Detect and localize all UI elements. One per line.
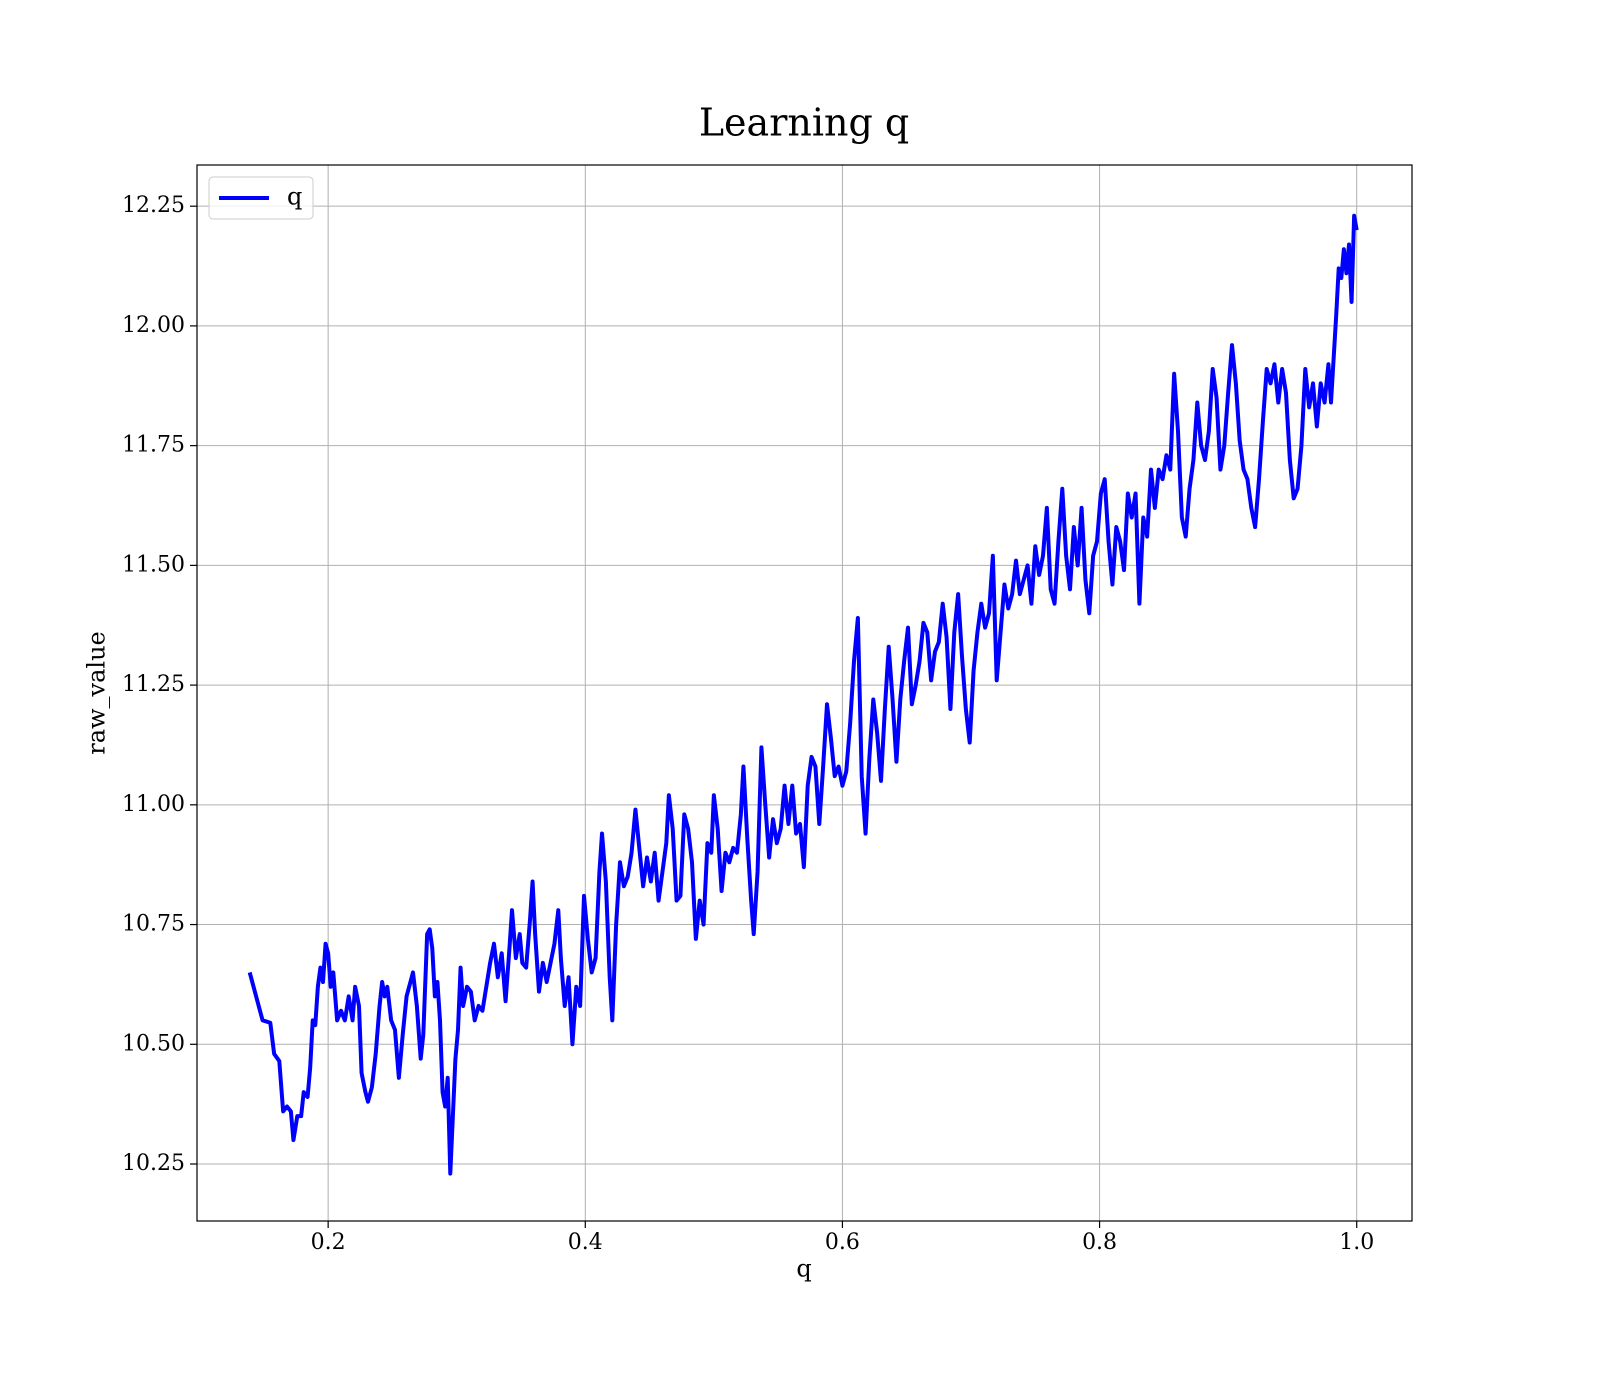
y-axis-label: raw_value (83, 631, 111, 755)
x-axis-label: q (796, 1255, 811, 1283)
y-tick-label: 11.75 (122, 433, 185, 458)
y-tick-label: 11.00 (122, 792, 185, 817)
y-tick-label: 10.75 (122, 912, 185, 937)
x-tick-label: 0.2 (311, 1230, 346, 1255)
legend-label: q (287, 183, 302, 211)
y-tick-label: 12.25 (122, 193, 185, 218)
y-tick-label: 12.00 (122, 313, 185, 338)
plot-frame (196, 164, 1413, 1222)
x-tick-label: 0.8 (1082, 1230, 1117, 1255)
y-tick-label: 10.50 (122, 1031, 185, 1056)
x-tick-label: 0.4 (568, 1230, 603, 1255)
y-tick-label: 11.25 (122, 672, 185, 697)
x-tick-label: 1.0 (1339, 1230, 1374, 1255)
x-tick-label: 0.6 (825, 1230, 860, 1255)
chart-title: Learning q (699, 101, 909, 145)
line-series (247, 213, 1359, 1176)
y-tick-label: 11.50 (122, 552, 185, 577)
y-tick-label: 10.25 (122, 1151, 185, 1176)
